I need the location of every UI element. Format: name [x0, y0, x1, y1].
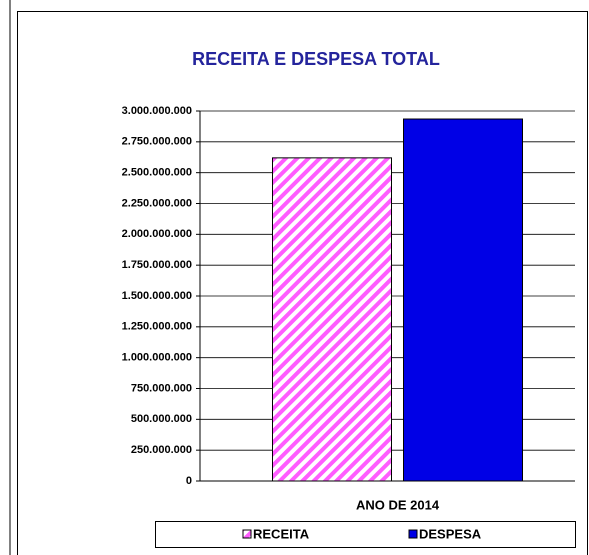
y-tick-label: 1.750.000.000	[122, 259, 192, 271]
bar	[272, 157, 392, 482]
y-tick-label: 2.000.000.000	[122, 228, 192, 240]
y-tick-label: 2.750.000.000	[122, 136, 192, 148]
legend-swatch	[242, 529, 252, 539]
bar	[403, 118, 523, 482]
y-tick-label: 0	[186, 475, 192, 487]
y-tick-label: 1.500.000.000	[122, 290, 192, 302]
legend-label: DESPESA	[419, 526, 482, 541]
chart-frame	[17, 11, 588, 555]
y-tick-label: 500.000.000	[131, 413, 192, 425]
y-tick-label: 1.000.000.000	[122, 352, 192, 364]
y-tick-label: 750.000.000	[131, 382, 192, 394]
y-tick-label: 3.000.000.000	[122, 105, 192, 117]
x-tick-label: ANO DE 2014	[356, 497, 440, 512]
legend-box	[155, 521, 576, 548]
y-tick-label: 1.250.000.000	[122, 321, 192, 333]
legend-swatch	[408, 529, 418, 539]
legend-label: RECEITA	[253, 526, 310, 541]
y-tick-label: 2.500.000.000	[122, 167, 192, 179]
y-tick-label: 250.000.000	[131, 444, 192, 456]
y-tick-label: 2.250.000.000	[122, 197, 192, 209]
chart-title: RECEITA E DESPESA TOTAL	[192, 49, 440, 69]
